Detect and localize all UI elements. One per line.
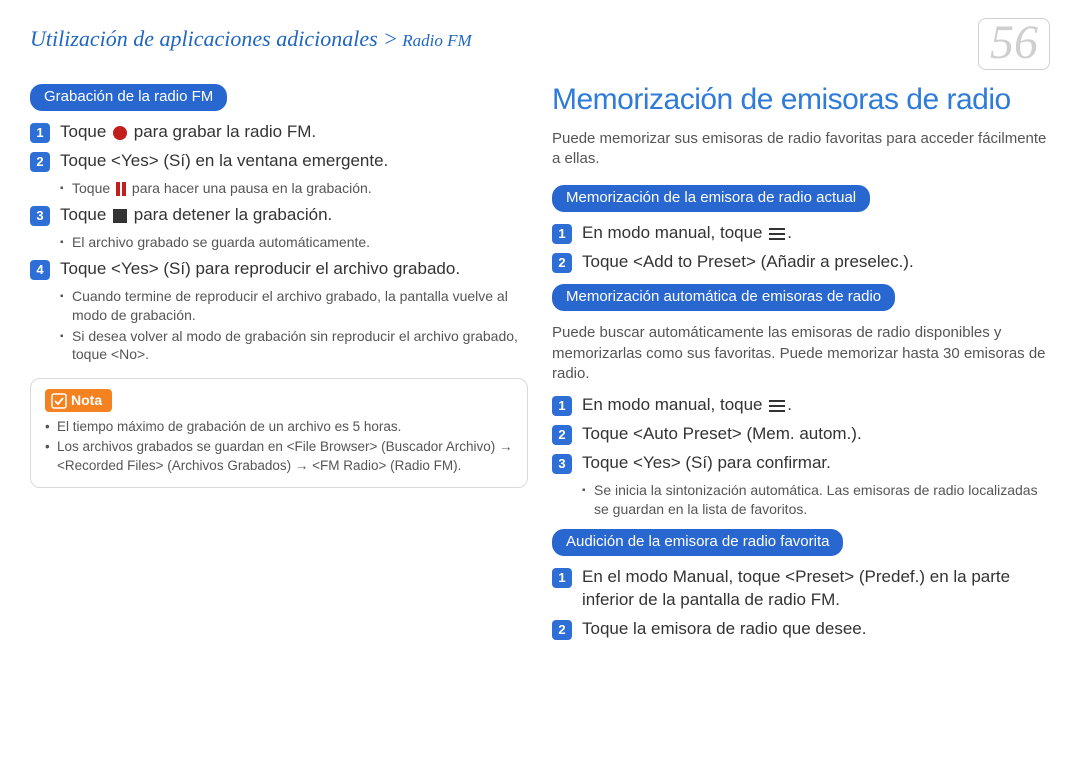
record-icon <box>113 126 127 140</box>
s3-step-1-text: En el modo Manual, toque <Preset> (Prede… <box>582 566 1050 612</box>
page-header: Utilización de aplicaciones adicionales … <box>30 18 1050 70</box>
recording-steps-cont2: 4 Toque <Yes> (Sí) para reproducir el ar… <box>30 258 528 281</box>
step-3-text: Toque para detener la grabación. <box>60 204 332 227</box>
step-number: 3 <box>552 454 572 474</box>
pause-icon <box>116 182 126 196</box>
listen-fav-steps: 1 En el modo Manual, toque <Preset> (Pre… <box>552 566 1050 641</box>
note-item-1: El tiempo máximo de grabación de un arch… <box>45 418 513 436</box>
step-2-text: Toque <Yes> (Sí) en la ventana emergente… <box>60 150 388 173</box>
step-number: 2 <box>552 425 572 445</box>
step-number: 1 <box>552 396 572 416</box>
auto-preset-para: Puede buscar automáticamente las emisora… <box>552 323 1050 384</box>
recording-steps: 1 Toque para grabar la radio FM. 2 Toque… <box>30 121 528 173</box>
s2-step-1: 1 En modo manual, toque . <box>552 394 1050 417</box>
s1-step-1: 1 En modo manual, toque . <box>552 222 1050 245</box>
s3-step-2-text: Toque la emisora de radio que desee. <box>582 618 866 641</box>
step-number: 1 <box>552 224 572 244</box>
s3-step-1: 1 En el modo Manual, toque <Preset> (Pre… <box>552 566 1050 612</box>
s2-step-3-text: Toque <Yes> (Sí) para confirmar. <box>582 452 831 475</box>
step-number-2: 2 <box>30 152 50 172</box>
step-number: 2 <box>552 253 572 273</box>
step-3: 3 Toque para detener la grabación. <box>30 204 528 227</box>
s1-step-2-text: Toque <Add to Preset> (Añadir a preselec… <box>582 251 914 274</box>
step-1-text: Toque para grabar la radio FM. <box>60 121 316 144</box>
step-4-sub-item-2: Si desea volver al modo de grabación sin… <box>60 327 528 365</box>
step-3-sub: El archivo grabado se guarda automáticam… <box>60 233 528 252</box>
breadcrumb-main: Utilización de aplicaciones adicionales … <box>30 26 398 51</box>
breadcrumb: Utilización de aplicaciones adicionales … <box>30 18 472 54</box>
note-item-2: Los archivos grabados se guardan en <Fil… <box>45 438 513 474</box>
intro-text: Puede memorizar sus emisoras de radio fa… <box>552 129 1050 170</box>
step-number-1: 1 <box>30 123 50 143</box>
note-box: Nota El tiempo máximo de grabación de un… <box>30 378 528 488</box>
s2-step-2: 2 Toque <Auto Preset> (Mem. autom.). <box>552 423 1050 446</box>
s2-step-2-text: Toque <Auto Preset> (Mem. autom.). <box>582 423 862 446</box>
preset-auto-steps: 1 En modo manual, toque . 2 Toque <Auto … <box>552 394 1050 475</box>
step-2: 2 Toque <Yes> (Sí) en la ventana emergen… <box>30 150 528 173</box>
content-columns: Grabación de la radio FM 1 Toque para gr… <box>30 80 1050 647</box>
section-pill-preset-auto: Memorización automática de emisoras de r… <box>552 284 895 311</box>
section-pill-preset-current: Memorización de la emisora de radio actu… <box>552 185 870 212</box>
note-icon <box>51 393 67 409</box>
s2-step-1-text: En modo manual, toque . <box>582 394 792 417</box>
step-1: 1 Toque para grabar la radio FM. <box>30 121 528 144</box>
menu-icon <box>769 400 785 412</box>
step-3-sub-item: El archivo grabado se guarda automáticam… <box>60 233 528 252</box>
section-pill-recording: Grabación de la radio FM <box>30 84 227 111</box>
note-list: El tiempo máximo de grabación de un arch… <box>45 418 513 475</box>
step-number: 2 <box>552 620 572 640</box>
s2-step-3-sub-item: Se inicia la sintonización automática. L… <box>582 481 1050 519</box>
s1-step-2: 2 Toque <Add to Preset> (Añadir a presel… <box>552 251 1050 274</box>
s3-step-2: 2 Toque la emisora de radio que desee. <box>552 618 1050 641</box>
page-title: Memorización de emisoras de radio <box>552 80 1050 121</box>
step-4-sub-item-1: Cuando termine de reproducir el archivo … <box>60 287 528 325</box>
preset-current-steps: 1 En modo manual, toque . 2 Toque <Add t… <box>552 222 1050 274</box>
page-root: Utilización de aplicaciones adicionales … <box>0 0 1080 667</box>
step-2-sub-item: Toque para hacer una pausa en la grabaci… <box>60 179 528 198</box>
section-pill-listen-fav: Audición de la emisora de radio favorita <box>552 529 843 556</box>
s1-step-1-text: En modo manual, toque . <box>582 222 792 245</box>
step-4-text: Toque <Yes> (Sí) para reproducir el arch… <box>60 258 460 281</box>
right-column: Memorización de emisoras de radio Puede … <box>552 80 1050 647</box>
step-4-sub: Cuando termine de reproducir el archivo … <box>60 287 528 365</box>
s2-step-3-sub: Se inicia la sintonización automática. L… <box>582 481 1050 519</box>
stop-icon <box>113 209 127 223</box>
breadcrumb-sub: Radio FM <box>398 31 472 50</box>
step-4: 4 Toque <Yes> (Sí) para reproducir el ar… <box>30 258 528 281</box>
step-number-3: 3 <box>30 206 50 226</box>
note-tag: Nota <box>45 389 112 412</box>
left-column: Grabación de la radio FM 1 Toque para gr… <box>30 80 528 647</box>
s2-step-3: 3 Toque <Yes> (Sí) para confirmar. <box>552 452 1050 475</box>
recording-steps-cont: 3 Toque para detener la grabación. <box>30 204 528 227</box>
page-number: 56 <box>978 18 1050 70</box>
step-number-4: 4 <box>30 260 50 280</box>
step-2-sub: Toque para hacer una pausa en la grabaci… <box>60 179 528 198</box>
step-number: 1 <box>552 568 572 588</box>
menu-icon <box>769 228 785 240</box>
